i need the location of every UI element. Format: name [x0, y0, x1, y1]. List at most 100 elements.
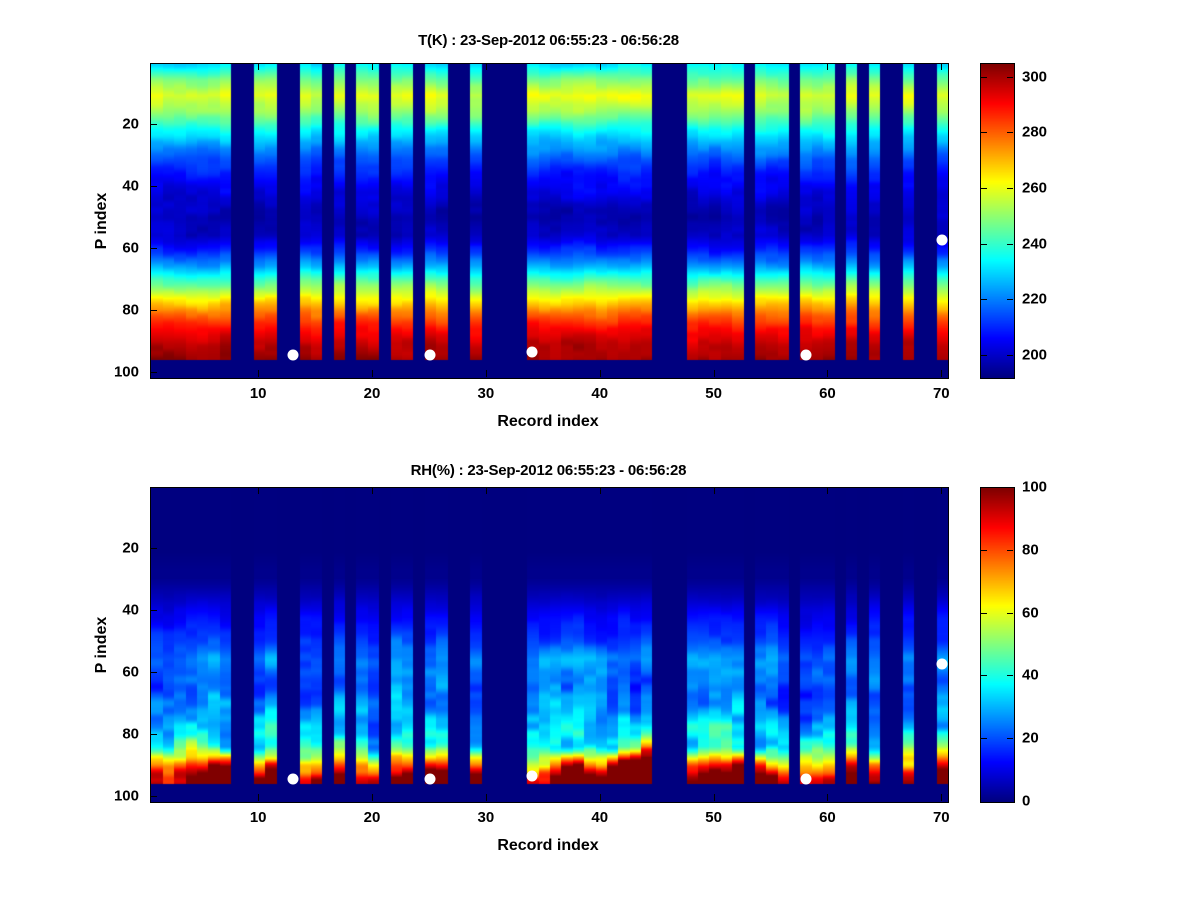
colorbar-tick-label: 60 — [1022, 604, 1039, 622]
colorbar-tick-mark — [981, 243, 987, 245]
y-tick-label: 80 — [122, 301, 139, 319]
colorbar-tick-mark — [981, 76, 987, 78]
data-marker — [526, 770, 538, 782]
x-axis-label-humidity: Record index — [497, 837, 599, 854]
x-tick-mark — [599, 370, 601, 377]
data-marker — [287, 773, 299, 785]
marker-layer-humidity — [151, 488, 948, 802]
colorbar-temperature[interactable] — [980, 63, 1015, 379]
colorbar-tick-label: 100 — [1022, 478, 1048, 496]
x-tick-mark-top — [372, 63, 374, 70]
x-tick-mark — [713, 794, 715, 801]
heatmap-temperature[interactable] — [150, 63, 949, 379]
x-tick-mark — [485, 794, 487, 801]
x-tick-label: 10 — [249, 809, 267, 826]
y-tick-label: 80 — [122, 725, 139, 743]
data-marker — [424, 349, 436, 361]
y-tick-mark — [150, 372, 157, 374]
x-tick-label: 40 — [591, 809, 609, 826]
x-tick-label: 20 — [363, 809, 381, 826]
data-marker — [287, 349, 299, 361]
colorbar-tick-mark — [981, 132, 987, 134]
colorbar-tick-mark — [1007, 738, 1013, 740]
x-tick-mark-top — [372, 487, 374, 494]
y-tick-label: 60 — [122, 239, 139, 257]
colorbar-tick-mark — [1007, 612, 1013, 614]
data-marker — [526, 346, 538, 358]
x-tick-label: 10 — [249, 385, 267, 402]
x-tick-mark-top — [258, 487, 260, 494]
y-axis-label-humidity: P index — [93, 616, 110, 674]
heatmap-humidity[interactable] — [150, 487, 949, 803]
colorbar-tick-label: 200 — [1022, 346, 1048, 364]
y-tick-mark — [150, 609, 157, 611]
y-tick-mark — [150, 247, 157, 249]
y-tick-mark — [150, 123, 157, 125]
marker-layer-temperature — [151, 64, 948, 378]
data-marker — [800, 773, 812, 785]
y-axis-label-temperature: P index — [93, 192, 110, 250]
y-tick-label: 20 — [122, 115, 139, 133]
data-marker — [936, 234, 948, 246]
x-tick-mark — [372, 370, 374, 377]
y-tick-label: 20 — [122, 539, 139, 557]
colorbar-tick-mark — [1007, 132, 1013, 134]
colorbar-tick-label: 20 — [1022, 729, 1039, 747]
x-tick-mark-top — [713, 487, 715, 494]
heatmap-humidity-canvas — [151, 488, 948, 802]
heatmap-temperature-canvas — [151, 64, 948, 378]
x-tick-label: 50 — [705, 809, 722, 826]
x-tick-label: 30 — [477, 809, 495, 826]
x-tick-mark-top — [485, 63, 487, 70]
colorbar-tick-label: 240 — [1022, 235, 1048, 253]
x-tick-mark — [827, 794, 829, 801]
colorbar-humidity-canvas — [981, 488, 1014, 802]
colorbar-humidity[interactable] — [980, 487, 1015, 803]
panel-humidity: RH(%) : 23-Sep-2012 06:55:23 - 06:56:28 … — [0, 450, 1200, 900]
x-tick-mark-top — [599, 487, 601, 494]
y-tick-label: 40 — [122, 601, 139, 619]
y-tick-label: 40 — [122, 177, 139, 195]
colorbar-tick-label: 220 — [1022, 290, 1048, 308]
x-tick-mark — [941, 370, 943, 377]
x-tick-label: 70 — [932, 809, 950, 826]
colorbar-tick-mark — [981, 738, 987, 740]
x-tick-mark — [372, 794, 374, 801]
data-marker — [936, 658, 948, 670]
data-marker — [800, 349, 812, 361]
x-tick-mark-top — [941, 487, 943, 494]
panel-temperature: T(K) : 23-Sep-2012 06:55:23 - 06:56:28 2… — [93, 32, 1048, 430]
colorbar-tick-label: 40 — [1022, 666, 1039, 684]
x-axis-label-temperature: Record index — [497, 413, 599, 430]
colorbar-tick-mark — [1007, 299, 1013, 301]
x-tick-mark — [599, 794, 601, 801]
colorbar-tick-mark — [1007, 243, 1013, 245]
x-tick-label: 20 — [363, 385, 381, 402]
x-tick-label: 60 — [819, 385, 836, 402]
colorbar-tick-mark — [981, 549, 987, 551]
y-tick-label: 100 — [113, 363, 139, 381]
panel-title-humidity: RH(%) : 23-Sep-2012 06:55:23 - 06:56:28 — [410, 462, 687, 479]
colorbar-tick-mark — [981, 612, 987, 614]
colorbar-tick-mark — [981, 354, 987, 356]
y-tick-mark — [150, 796, 157, 798]
x-tick-mark — [941, 794, 943, 801]
x-tick-mark-top — [827, 487, 829, 494]
x-tick-label: 30 — [477, 385, 495, 402]
colorbar-tick-mark — [981, 675, 987, 677]
colorbar-tick-mark — [981, 188, 987, 190]
x-tick-mark-top — [485, 487, 487, 494]
x-tick-label: 60 — [819, 809, 836, 826]
x-tick-mark-top — [258, 63, 260, 70]
colorbar-tick-mark — [1007, 354, 1013, 356]
x-tick-label: 40 — [591, 385, 609, 402]
x-tick-mark-top — [941, 63, 943, 70]
x-tick-mark — [485, 370, 487, 377]
y-tick-mark — [150, 310, 157, 312]
colorbar-tick-mark — [1007, 675, 1013, 677]
colorbar-tick-mark — [1007, 76, 1013, 78]
x-tick-mark — [258, 794, 260, 801]
x-tick-mark-top — [713, 63, 715, 70]
colorbar-tick-mark — [1007, 549, 1013, 551]
x-tick-label: 50 — [705, 385, 722, 402]
